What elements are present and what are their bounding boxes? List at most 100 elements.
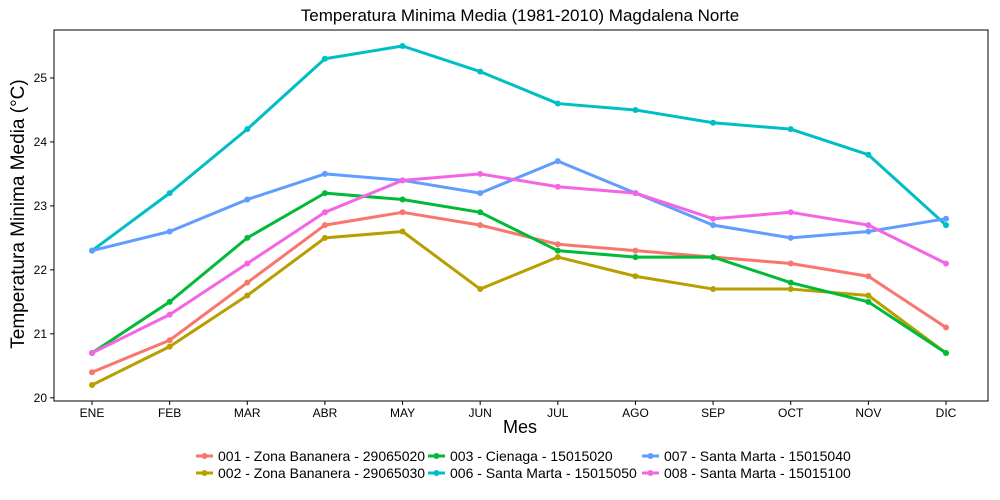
data-point xyxy=(554,241,561,248)
series-line xyxy=(90,229,948,387)
data-point xyxy=(554,254,561,261)
data-point xyxy=(787,260,794,267)
x-tick-label: MAR xyxy=(234,406,261,420)
data-point xyxy=(244,279,251,286)
data-point xyxy=(710,286,717,293)
data-point xyxy=(244,234,251,241)
data-point xyxy=(787,286,794,293)
data-point xyxy=(632,106,639,113)
data-point xyxy=(632,190,639,197)
data-point xyxy=(166,311,173,318)
data-point xyxy=(710,254,717,261)
data-point xyxy=(166,343,173,350)
data-point xyxy=(943,350,949,357)
legend-label: 001 - Zona Bananera - 29065020 xyxy=(218,448,425,464)
x-tick-label: ABR xyxy=(313,406,338,420)
legend-label: 002 - Zona Bananera - 29065030 xyxy=(218,465,425,481)
data-point xyxy=(321,55,328,62)
series-3 xyxy=(89,190,949,357)
series-4 xyxy=(89,42,949,254)
data-point xyxy=(399,209,406,216)
data-point xyxy=(787,234,794,241)
legend-key-point xyxy=(201,470,208,476)
data-point xyxy=(244,126,251,133)
legend-key-point xyxy=(433,470,440,476)
data-point xyxy=(865,228,872,235)
data-point xyxy=(477,209,484,216)
data-point xyxy=(554,247,561,254)
y-tick-label: 23 xyxy=(34,199,48,213)
plot-panel-border xyxy=(53,29,989,402)
x-tick-label: MAY xyxy=(390,406,415,420)
y-tick-label: 24 xyxy=(34,135,48,149)
y-tick-label: 25 xyxy=(34,71,48,85)
legend-item: 008 - Santa Marta - 15015100 xyxy=(642,465,851,481)
x-tick-label: ENE xyxy=(80,406,105,420)
data-point xyxy=(787,279,794,286)
series-1 xyxy=(89,209,949,376)
legend-label: 003 - Cienaga - 15015020 xyxy=(450,448,613,464)
data-point xyxy=(710,215,717,222)
legend-key-point xyxy=(647,470,654,476)
x-tick-label: DIC xyxy=(936,406,957,420)
data-point xyxy=(244,260,251,267)
legend-label: 008 - Santa Marta - 15015100 xyxy=(664,465,851,481)
data-point xyxy=(554,158,561,165)
data-point xyxy=(943,215,949,222)
data-point xyxy=(321,170,328,177)
data-point xyxy=(632,273,639,280)
legend-item: 001 - Zona Bananera - 29065020 xyxy=(196,448,425,464)
data-point xyxy=(632,247,639,254)
data-point xyxy=(943,260,949,267)
data-point xyxy=(477,286,484,293)
series-6 xyxy=(89,170,949,357)
y-axis-title: Temperatura Minima Media (°C) xyxy=(8,79,29,348)
data-point xyxy=(321,222,328,229)
y-tick-label: 21 xyxy=(34,327,48,341)
data-point xyxy=(477,68,484,75)
data-point xyxy=(787,209,794,216)
data-point xyxy=(477,170,484,177)
x-tick-label: AGO xyxy=(622,406,649,420)
data-point xyxy=(321,209,328,216)
x-tick-label: SEP xyxy=(701,406,725,420)
x-tick-label: JUL xyxy=(547,406,569,420)
data-point xyxy=(865,298,872,305)
x-tick-label: JUN xyxy=(469,406,492,420)
x-tick-label: OCT xyxy=(778,406,804,420)
data-point xyxy=(399,42,406,49)
data-point xyxy=(166,190,173,197)
data-point xyxy=(943,222,949,229)
legend-label: 006 - Santa Marta - 15015050 xyxy=(450,465,637,481)
data-point xyxy=(321,234,328,241)
legend-item: 002 - Zona Bananera - 29065030 xyxy=(196,465,425,481)
data-point xyxy=(89,247,95,254)
data-point xyxy=(89,369,95,376)
data-point xyxy=(554,100,561,107)
data-point xyxy=(865,222,872,229)
data-point xyxy=(321,190,328,197)
legend-key-point xyxy=(201,453,208,459)
data-point xyxy=(865,151,872,158)
series-2 xyxy=(89,228,949,389)
data-point xyxy=(399,196,406,203)
data-point xyxy=(632,254,639,261)
data-point xyxy=(787,126,794,133)
data-point xyxy=(477,190,484,197)
series-line xyxy=(90,172,948,355)
x-tick-label: FEB xyxy=(158,406,181,420)
legend-key-point xyxy=(647,453,654,459)
x-axis-title: Mes xyxy=(503,417,537,437)
data-point xyxy=(710,222,717,229)
series-5 xyxy=(89,158,949,254)
legend-label: 007 - Santa Marta - 15015040 xyxy=(664,448,851,464)
data-point xyxy=(244,196,251,203)
data-point xyxy=(166,228,173,235)
series-layer xyxy=(89,42,949,389)
data-point xyxy=(865,292,872,299)
legend-key-point xyxy=(433,453,440,459)
axes: 20 21 22 23 24 25 ENE FEB MAR ABR MAY JUN JUL AGO SEP O… xyxy=(34,71,957,420)
data-point xyxy=(554,183,561,190)
